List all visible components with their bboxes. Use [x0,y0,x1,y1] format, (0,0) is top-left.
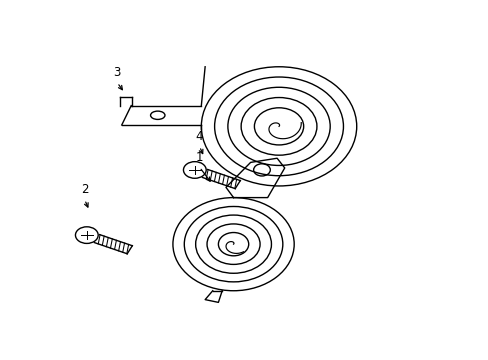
Text: 2: 2 [81,183,88,196]
Text: 3: 3 [113,66,121,79]
Text: 1: 1 [195,151,203,164]
Text: 4: 4 [195,130,203,143]
